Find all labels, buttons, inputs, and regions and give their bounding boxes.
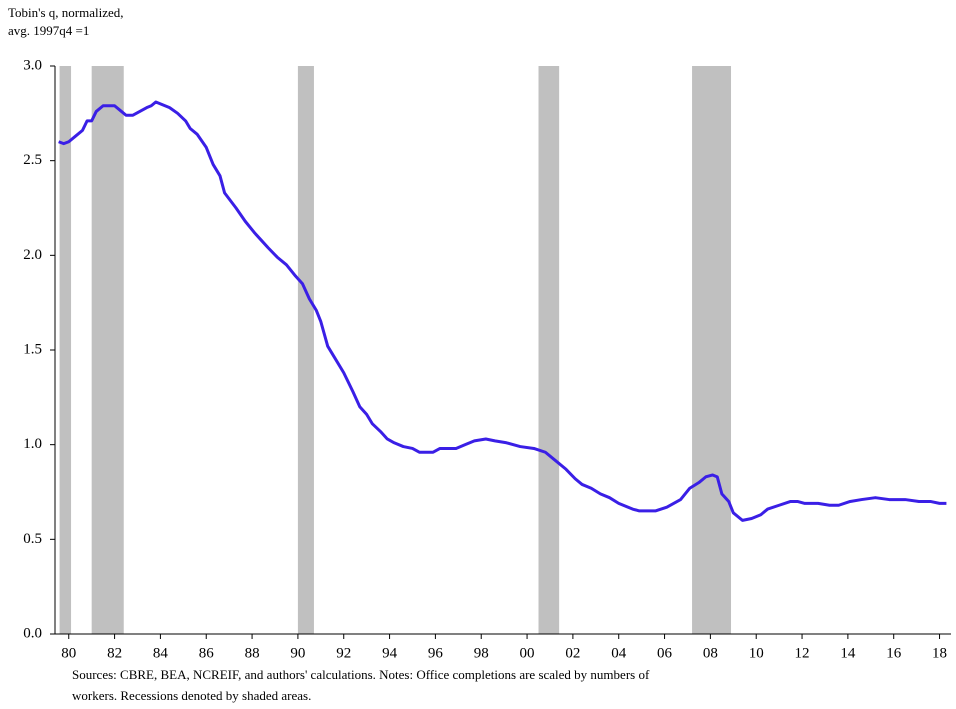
x-tick-label: 06: [657, 645, 673, 661]
x-tick-label: 12: [795, 645, 810, 661]
y-tick-label: 3.0: [23, 57, 42, 73]
x-tick-label: 92: [336, 645, 351, 661]
x-tick-label: 18: [932, 645, 947, 661]
x-tick-label: 94: [382, 645, 398, 661]
recession-band: [297, 66, 314, 634]
recession-band: [59, 66, 72, 634]
y-tick-label: 1.5: [23, 341, 42, 357]
x-tick-label: 08: [703, 645, 718, 661]
y-tick-label: 1.0: [23, 436, 42, 452]
x-tick-label: 02: [565, 645, 580, 661]
x-tick-label: 90: [290, 645, 305, 661]
x-tick-label: 98: [474, 645, 489, 661]
x-tick-label: 14: [840, 645, 856, 661]
y-axis-label: avg. 1997q4 =1: [8, 23, 89, 38]
x-tick-label: 82: [107, 645, 122, 661]
x-tick-label: 00: [520, 645, 535, 661]
x-tick-label: 88: [245, 645, 260, 661]
y-axis-label: Tobin's q, normalized,: [8, 5, 124, 20]
x-tick-label: 16: [886, 645, 902, 661]
x-tick-label: 96: [428, 645, 444, 661]
x-tick-label: 10: [749, 645, 764, 661]
note: workers. Recessions denoted by shaded ar…: [72, 688, 311, 703]
x-tick-label: 86: [199, 645, 215, 661]
y-tick-label: 2.5: [23, 152, 42, 168]
data-line: [58, 100, 947, 522]
x-tick-label: 84: [153, 645, 169, 661]
note: Sources: CBRE, BEA, NCREIF, and authors'…: [72, 667, 650, 682]
y-tick-label: 2.0: [23, 247, 42, 263]
x-tick-label: 80: [61, 645, 76, 661]
y-tick-label: 0.5: [23, 531, 42, 547]
recession-band: [91, 66, 124, 634]
recession-band: [538, 66, 560, 634]
recession-band: [692, 66, 732, 634]
y-tick-label: 0.0: [23, 625, 42, 641]
x-tick-label: 04: [611, 645, 627, 661]
